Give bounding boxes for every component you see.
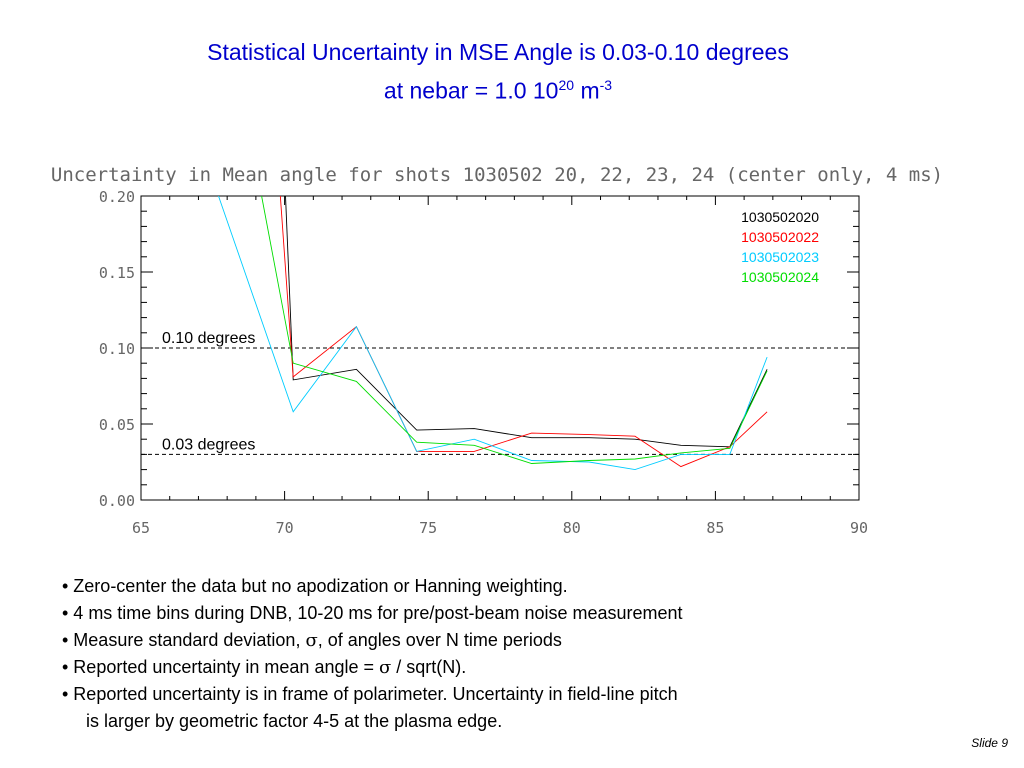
bullet-standard-deviation: • Measure standard deviation, σ, of angl…: [62, 627, 962, 654]
series-line-1030502023: [218, 196, 768, 471]
title-line-1: Statistical Uncertainty in MSE Angle is …: [207, 39, 789, 65]
title-exponent-20: 20: [558, 77, 575, 93]
legend-entry-1030502022: 1030502022: [741, 229, 819, 245]
y-tick-label: 0.00: [99, 492, 135, 510]
bullet-text: / sqrt(N).: [391, 657, 467, 677]
x-tick-label: 70: [276, 519, 294, 537]
bullet-text: , of angles over N time periods: [317, 630, 562, 650]
sigma-symbol: σ: [379, 657, 392, 678]
series-line-1030502020: [285, 196, 768, 448]
title-line-2-unit: m: [574, 77, 600, 104]
bullet-text: • Measure standard deviation,: [62, 630, 306, 650]
bullet-polarimeter-frame: • Reported uncertainty is in frame of po…: [62, 684, 678, 704]
reference-line-label: 0.10 degrees: [162, 330, 255, 347]
slide-number: Slide 9: [971, 736, 1008, 750]
title-line-2-prefix: at nebar = 1.0 10: [383, 77, 559, 104]
x-tick-label: 90: [850, 519, 868, 537]
legend-entry-1030502024: 1030502024: [741, 269, 819, 285]
y-tick-label: 0.05: [99, 416, 135, 434]
legend-entry-1030502020: 1030502020: [741, 209, 819, 225]
x-tick-label: 65: [132, 519, 150, 537]
bullet-text: • Reported uncertainty in mean angle =: [62, 657, 379, 677]
bullet-time-bins: • 4 ms time bins during DNB, 10-20 ms fo…: [62, 603, 683, 623]
legend: 1030502020 1030502022 1030502023 1030502024: [741, 209, 819, 285]
legend-entry-1030502023: 1030502023: [741, 249, 819, 265]
bullet-mean-uncertainty: • Reported uncertainty in mean angle = σ…: [62, 654, 962, 681]
x-tick-label: 75: [419, 519, 437, 537]
uncertainty-chart: Uncertainty in Mean angle for shots 1030…: [51, 164, 943, 537]
series-line-1030502022: [279, 196, 768, 468]
sigma-symbol: σ: [305, 630, 318, 651]
reference-line-label: 0.03 degrees: [162, 436, 255, 453]
y-tick-label: 0.10: [99, 340, 135, 358]
title-line-2: at nebar = 1.0 1020 m-3: [0, 69, 996, 108]
y-tick-label: 0.20: [99, 188, 135, 206]
reference-lines: 0.10 degrees 0.03 degrees: [141, 330, 859, 455]
chart-title: Uncertainty in Mean angle for shots 1030…: [51, 164, 943, 186]
x-tick-label: 85: [706, 519, 724, 537]
axis-tick-labels: 65 70 75 80 85 90 0.00 0.05 0.10 0.15 0.20: [99, 188, 868, 537]
x-tick-label: 80: [563, 519, 581, 537]
y-tick-label: 0.15: [99, 264, 135, 282]
slide-title: Statistical Uncertainty in MSE Angle is …: [0, 36, 996, 108]
series-line-1030502024: [261, 196, 768, 464]
title-exponent-minus-3: -3: [599, 77, 613, 93]
data-series: [218, 196, 768, 471]
bullet-list: • Zero-center the data but no apodizatio…: [62, 573, 962, 735]
bullet-polarimeter-frame-continued: is larger by geometric factor 4-5 at the…: [86, 711, 503, 731]
bullet-zero-center: • Zero-center the data but no apodizatio…: [62, 576, 568, 596]
